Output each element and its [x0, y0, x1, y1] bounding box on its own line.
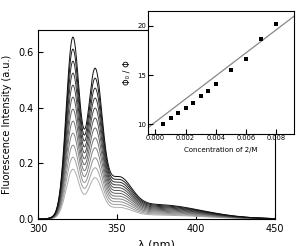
- Y-axis label: Fluorescence Intensity (a.u.): Fluorescence Intensity (a.u.): [2, 55, 12, 194]
- Point: [214, 82, 218, 86]
- Point: [244, 57, 249, 61]
- X-axis label: Concentration of 2/M: Concentration of 2/M: [185, 147, 258, 153]
- Point: [183, 106, 188, 109]
- Point: [160, 122, 165, 126]
- Point: [206, 89, 211, 93]
- Point: [168, 116, 173, 120]
- Point: [198, 94, 203, 98]
- Y-axis label: Φ₀ / Φ: Φ₀ / Φ: [123, 60, 132, 85]
- Point: [274, 22, 279, 26]
- Point: [259, 37, 264, 41]
- Point: [228, 68, 233, 72]
- X-axis label: λ (nm): λ (nm): [138, 239, 175, 246]
- Point: [176, 111, 181, 115]
- Point: [191, 101, 196, 105]
